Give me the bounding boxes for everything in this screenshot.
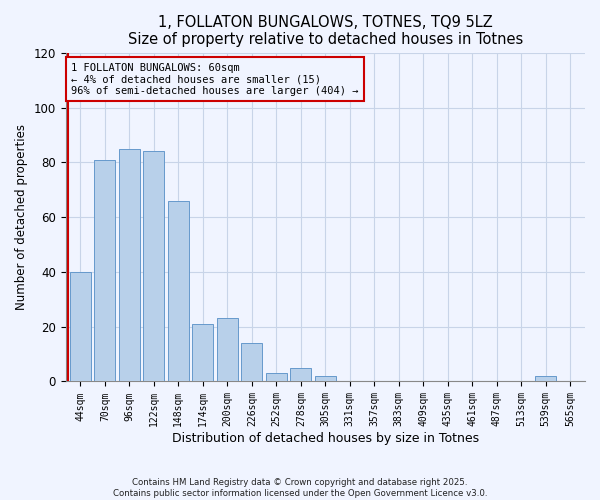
Text: Contains HM Land Registry data © Crown copyright and database right 2025.
Contai: Contains HM Land Registry data © Crown c…: [113, 478, 487, 498]
Bar: [70, 272, 91, 382]
Bar: [143, 152, 164, 382]
Bar: [119, 148, 140, 382]
Bar: [290, 368, 311, 382]
Bar: [193, 324, 213, 382]
X-axis label: Distribution of detached houses by size in Totnes: Distribution of detached houses by size …: [172, 432, 479, 445]
Bar: [94, 160, 115, 382]
Y-axis label: Number of detached properties: Number of detached properties: [15, 124, 28, 310]
Bar: [168, 200, 189, 382]
Bar: [266, 374, 287, 382]
Bar: [535, 376, 556, 382]
Bar: [241, 343, 262, 382]
Text: 1 FOLLATON BUNGALOWS: 60sqm
← 4% of detached houses are smaller (15)
96% of semi: 1 FOLLATON BUNGALOWS: 60sqm ← 4% of deta…: [71, 62, 358, 96]
Title: 1, FOLLATON BUNGALOWS, TOTNES, TQ9 5LZ
Size of property relative to detached hou: 1, FOLLATON BUNGALOWS, TOTNES, TQ9 5LZ S…: [128, 15, 523, 48]
Bar: [315, 376, 336, 382]
Bar: [217, 318, 238, 382]
